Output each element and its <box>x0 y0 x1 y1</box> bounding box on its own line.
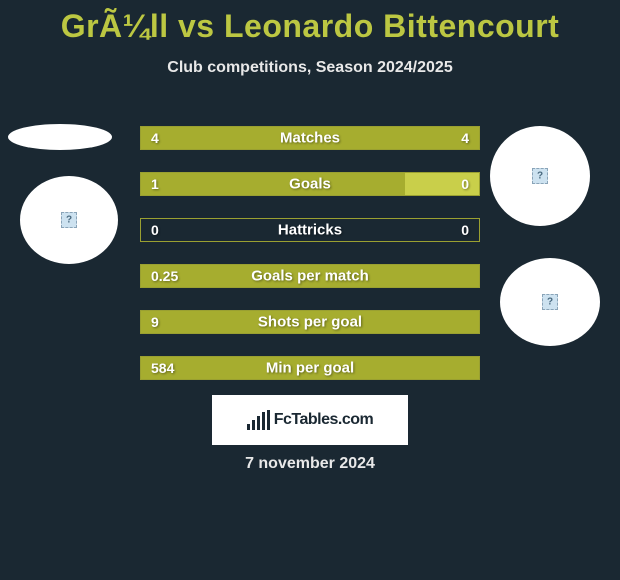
placeholder-icon <box>61 212 77 228</box>
stat-label: Hattricks <box>141 222 479 239</box>
player-right-avatar <box>490 126 590 226</box>
stat-value-left: 9 <box>151 314 159 330</box>
logo-text: FcTables.com <box>274 411 374 429</box>
stat-row: Min per goal584 <box>140 356 480 380</box>
footer-date: 7 november 2024 <box>0 455 620 473</box>
stat-value-right: 4 <box>461 130 469 146</box>
stat-label: Shots per goal <box>141 314 479 331</box>
page-title: GrÃ¼ll vs Leonardo Bittencourt <box>0 0 620 45</box>
stat-value-right: 0 <box>461 176 469 192</box>
stat-label: Min per goal <box>141 360 479 377</box>
stat-row: Goals per match0.25 <box>140 264 480 288</box>
branding-logo: FcTables.com <box>212 395 408 445</box>
player-left-avatar <box>20 176 118 264</box>
subtitle: Club competitions, Season 2024/2025 <box>0 59 620 77</box>
placeholder-icon <box>542 294 558 310</box>
stat-value-left: 1 <box>151 176 159 192</box>
stat-value-left: 4 <box>151 130 159 146</box>
stats-comparison: Matches44Goals10Hattricks00Goals per mat… <box>140 126 480 402</box>
chart-icon <box>247 410 270 430</box>
decorative-ellipse-top-left <box>8 124 112 150</box>
stat-value-left: 584 <box>151 360 174 376</box>
stat-label: Goals <box>141 176 479 193</box>
stat-row: Hattricks0 0 <box>140 218 480 242</box>
stat-value-left: 0.25 <box>151 268 178 284</box>
stat-row: Goals1 0 <box>140 172 480 196</box>
stat-value-right: 0 <box>461 222 469 238</box>
stat-row: Shots per goal9 <box>140 310 480 334</box>
stat-label: Goals per match <box>141 268 479 285</box>
stat-label: Matches <box>141 130 479 147</box>
placeholder-icon <box>532 168 548 184</box>
club-right-badge <box>500 258 600 346</box>
stat-row: Matches4 4 <box>140 126 480 150</box>
stat-value-left: 0 <box>151 222 159 238</box>
